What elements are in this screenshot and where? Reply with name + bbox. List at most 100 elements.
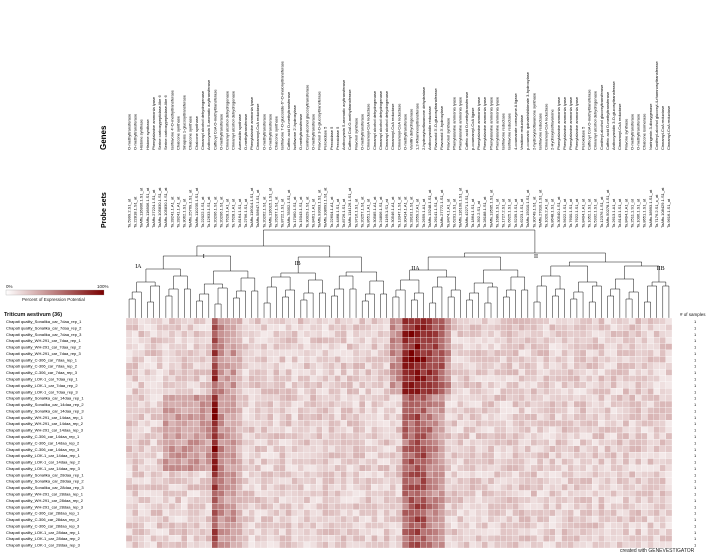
- probe-label: Ta.9616.1.S1_at: [666, 198, 671, 228]
- heatmap-cell: [156, 381, 163, 389]
- heatmap-cell: [138, 483, 145, 491]
- heatmap-cell: [481, 426, 489, 434]
- heatmap-cell: [616, 400, 624, 408]
- heatmap-cell: [647, 439, 654, 446]
- heatmap-cell: [438, 477, 446, 485]
- heatmap-cell: [432, 528, 439, 536]
- heatmap-cell: [365, 535, 372, 542]
- heatmap-cell: [352, 483, 360, 491]
- heatmap-cell: [567, 509, 574, 517]
- heatmap-cell: [665, 413, 673, 421]
- heatmap-cell: [469, 356, 476, 363]
- heatmap-cell: [598, 432, 605, 440]
- heatmap-cell: [352, 375, 360, 383]
- heatmap-cell: [573, 439, 581, 446]
- heatmap-cell: [506, 439, 513, 446]
- heatmap-cell: [585, 343, 593, 351]
- heatmap-cell: [125, 426, 133, 434]
- heatmap-cell: [524, 394, 532, 402]
- heatmap-cell: [622, 362, 630, 370]
- heatmap-cell: [303, 452, 311, 459]
- heatmap-cell: [174, 503, 182, 510]
- heatmap-cell: [598, 490, 605, 498]
- heatmap-cell: [211, 324, 219, 331]
- heatmap-cell: [536, 452, 544, 459]
- heatmap-cell: [432, 496, 439, 504]
- heatmap-cell: [144, 400, 151, 408]
- heatmap-cell: [346, 445, 354, 453]
- heatmap-cell: [444, 381, 452, 389]
- heatmap-cell: [432, 541, 439, 549]
- heatmap-cell: [647, 426, 654, 434]
- heatmap-cell: [297, 471, 305, 478]
- heatmap-cell: [579, 388, 587, 395]
- heatmap-cell: [512, 343, 519, 351]
- heatmap-cell: [236, 388, 243, 395]
- gene-label: Isoflavone 2'-hydroxylase: [292, 104, 297, 150]
- heatmap-cell: [506, 535, 513, 542]
- heatmap-cell: [322, 496, 329, 504]
- heatmap-cell: [187, 362, 194, 370]
- heatmap-cell: [132, 324, 139, 331]
- heatmap-cell: [628, 413, 636, 421]
- sample-row-label: Chapati quality_WH-291_car_14daa_rep_1: [6, 415, 84, 420]
- heatmap-cell: [138, 413, 145, 421]
- heatmap-cell: [408, 452, 415, 459]
- heatmap-cell: [469, 483, 476, 491]
- heatmap-cell: [174, 477, 182, 485]
- heatmap-cell: [230, 528, 237, 536]
- heatmap-cell: [132, 439, 139, 446]
- heatmap-cell: [585, 317, 593, 325]
- heatmap-cell: [401, 381, 409, 389]
- heatmap-cell: [598, 496, 605, 504]
- heatmap-cell: [132, 330, 139, 338]
- probe-label: Ta.8648.1.S1_at: [550, 198, 555, 228]
- heatmap-cell: [432, 477, 439, 485]
- heatmap-cell: [395, 362, 403, 370]
- heatmap-cell: [187, 515, 194, 523]
- heatmap-cell: [628, 483, 636, 491]
- heatmap-cell: [641, 317, 648, 325]
- heatmap-cell: [187, 445, 194, 453]
- heatmap-cell: [641, 439, 648, 446]
- heatmap-cell: [561, 343, 568, 351]
- heatmap-cell: [346, 368, 354, 376]
- heatmap-cell: [266, 432, 274, 440]
- heatmap-cell: [365, 439, 372, 446]
- heatmap-cell: [420, 439, 427, 446]
- heatmap-cell: [457, 483, 464, 491]
- heatmap-cell: [543, 356, 550, 363]
- heatmap-cell: [444, 528, 452, 536]
- heatmap-cell: [273, 496, 280, 504]
- heatmap-cell: [285, 413, 292, 421]
- heatmap-cell: [162, 503, 170, 510]
- probe-label: Ta.28241.1.A1_at: [175, 196, 180, 228]
- heatmap-cell: [408, 471, 415, 478]
- probe-label: Ta.7622.1.S1_at: [574, 198, 579, 228]
- heatmap-cell: [138, 400, 145, 408]
- heatmap-cell: [254, 337, 262, 344]
- sample-row-label: Chapati quality_Sonalika_car_28daa_rep_3: [6, 485, 84, 490]
- heatmap-cell: [432, 394, 439, 402]
- heatmap-cell: [549, 400, 556, 408]
- heatmap-cell: [567, 528, 574, 536]
- heatmap-cell: [500, 343, 507, 351]
- heatmap-cell: [567, 324, 574, 331]
- sample-row-label: Chapati quality_C-306_car_14daa_rep_1: [6, 434, 80, 439]
- heatmap-cell: [506, 503, 513, 510]
- heatmap-cell: [628, 535, 636, 542]
- heatmap-cell: [389, 324, 397, 331]
- heatmap-cell: [242, 439, 249, 446]
- heatmap-cell: [426, 388, 433, 395]
- heatmap-cell: [260, 439, 268, 446]
- heatmap-cell: [322, 535, 329, 542]
- heatmap-cell: [377, 375, 384, 383]
- heatmap-cell: [536, 471, 544, 478]
- heatmap-cell: [181, 483, 188, 491]
- heatmap-cell: [162, 483, 170, 491]
- heatmap-cell: [273, 400, 280, 408]
- heatmap-cell: [377, 394, 384, 402]
- heatmap-cell: [555, 445, 562, 453]
- heatmap-cell: [316, 522, 323, 529]
- heatmap-cell: [254, 413, 262, 421]
